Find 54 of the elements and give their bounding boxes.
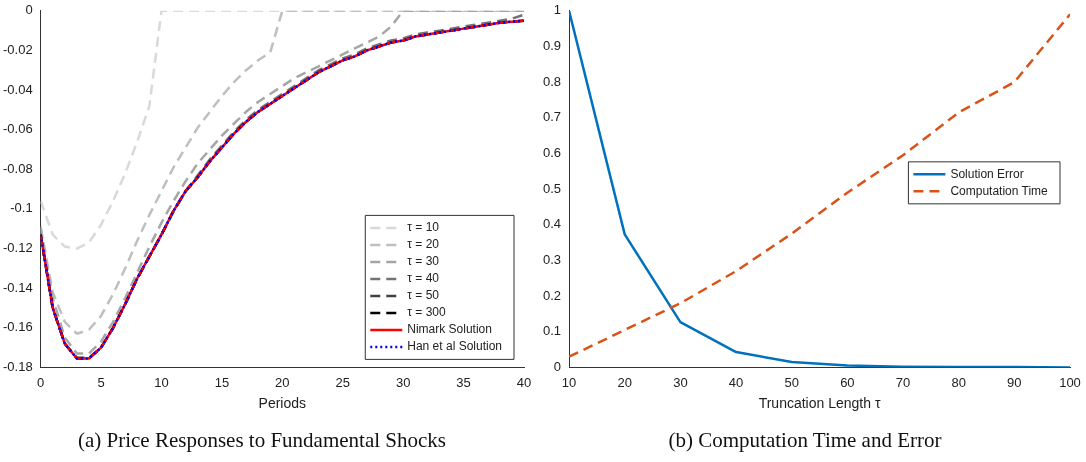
y-tick-label: 0.1 bbox=[542, 323, 562, 339]
x-axis-title: Truncation Length τ bbox=[758, 395, 881, 412]
x-tick-label: 10 bbox=[561, 374, 577, 390]
y-tick-label: 0.5 bbox=[542, 180, 562, 196]
legend-label: Computation Time bbox=[950, 183, 1049, 198]
x-tick-label: 50 bbox=[784, 374, 799, 390]
x-tick-label: 60 bbox=[840, 374, 855, 390]
legend-label: τ = 20 bbox=[407, 237, 440, 252]
legend-label: τ = 30 bbox=[407, 254, 440, 269]
y-tick-label: 0.7 bbox=[542, 109, 562, 125]
y-tick-label: -0.08 bbox=[2, 160, 33, 176]
legend-label: τ = 300 bbox=[407, 305, 447, 320]
y-tick-label: -0.14 bbox=[2, 279, 33, 295]
y-tick-label: 0.2 bbox=[542, 287, 562, 303]
x-tick-label: 80 bbox=[951, 374, 966, 390]
y-tick-label: 0.8 bbox=[542, 73, 562, 89]
y-tick-label: -0.02 bbox=[2, 42, 33, 57]
x-tick-label: 10 bbox=[154, 374, 169, 390]
y-tick-label: -0.12 bbox=[2, 240, 33, 256]
legend-label: Nimark Solution bbox=[407, 322, 492, 337]
text: (a) Price Responses to Fundamental Shocks bbox=[77, 427, 447, 452]
x-tick-label: 40 bbox=[516, 374, 532, 390]
y-tick-label: 1 bbox=[553, 2, 562, 18]
x-tick-label: 0 bbox=[37, 374, 45, 390]
y-tick-label: 0.9 bbox=[542, 38, 562, 54]
x-tick-label: 20 bbox=[275, 374, 290, 390]
x-tick-label: 100 bbox=[1059, 374, 1081, 390]
x-tick-label: 35 bbox=[456, 374, 471, 390]
x-tick-label: 90 bbox=[1007, 374, 1022, 390]
y-tick-label: -0.06 bbox=[2, 121, 33, 137]
y-tick-label: 0.6 bbox=[542, 145, 562, 161]
x-tick-label: 20 bbox=[617, 374, 632, 390]
legend-label: Solution Error bbox=[950, 166, 1024, 181]
y-tick-label: 0 bbox=[25, 2, 33, 18]
y-tick-label: -0.1 bbox=[10, 200, 33, 216]
y-tick-label: 0.3 bbox=[542, 252, 562, 267]
y-tick-label: -0.04 bbox=[2, 81, 33, 97]
x-tick-label: 25 bbox=[335, 374, 350, 390]
legend-label: τ = 40 bbox=[407, 271, 440, 286]
x-tick-label: 15 bbox=[214, 374, 230, 390]
x-tick-label: 30 bbox=[673, 374, 688, 390]
x-tick-label: 40 bbox=[728, 374, 744, 390]
legend-label: Han et al Solution bbox=[407, 339, 503, 354]
y-tick-label: 0.4 bbox=[542, 216, 562, 232]
legend-label: τ = 50 bbox=[407, 288, 440, 303]
text: (b) Computation Time and Error bbox=[668, 427, 942, 452]
x-tick-label: 70 bbox=[895, 374, 911, 390]
x-tick-label: 5 bbox=[97, 374, 105, 390]
y-tick-label: -0.18 bbox=[2, 358, 33, 374]
x-tick-label: 30 bbox=[395, 374, 411, 390]
x-axis-title: Periods bbox=[258, 395, 307, 412]
legend-label: τ = 10 bbox=[407, 220, 440, 235]
y-tick-label: 0 bbox=[553, 358, 562, 374]
y-tick-label: -0.16 bbox=[2, 319, 33, 335]
